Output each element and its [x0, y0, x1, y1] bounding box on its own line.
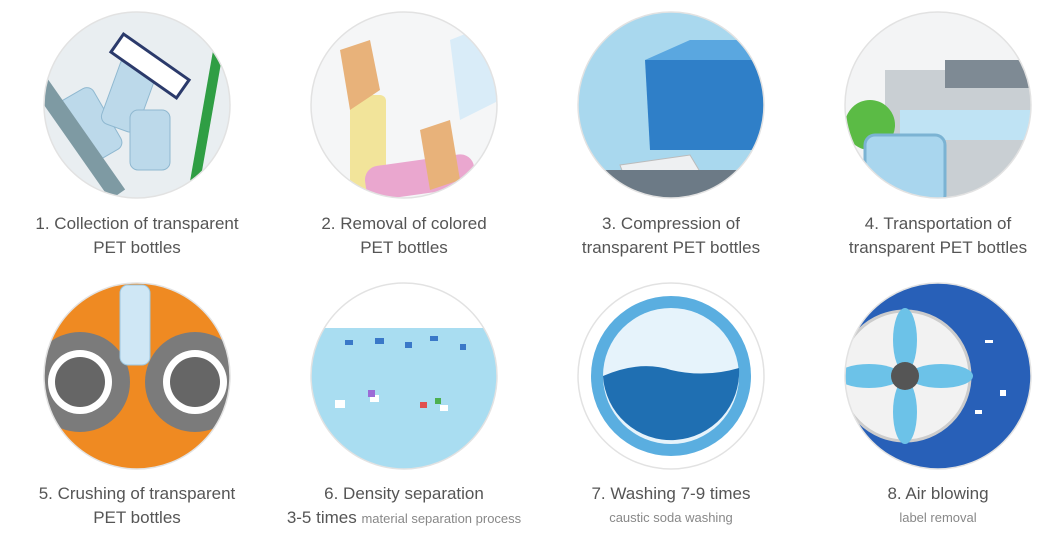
caption-text: PET bottles: [93, 238, 181, 257]
step-caption: 4. Transportation of transparent PET bott…: [813, 212, 1063, 260]
caption-text: PET bottles: [93, 508, 181, 527]
caption-note: caustic soda washing: [546, 506, 796, 530]
collection-illustration: [13, 10, 240, 210]
caption-text: 5. Crushing of transparent: [39, 484, 236, 503]
caption-text: 3. Compression of: [602, 214, 740, 233]
caption-line: 3. Compression of: [546, 212, 796, 236]
caption-line: 3-5 times material separation process: [279, 506, 529, 531]
caption-text: 8. Air blowing: [887, 484, 988, 503]
illustrations: [0, 0, 1064, 551]
step-caption: 1. Collection of transparent PET bottles: [12, 212, 262, 260]
step-caption: 5. Crushing of transparent PET bottles: [12, 482, 262, 530]
caption-text: 1. Collection of transparent: [35, 214, 238, 233]
caption-text: 2. Removal of colored: [321, 214, 486, 233]
caption-text: 3-5 times: [287, 508, 357, 527]
step-caption: 6. Density separation 3-5 times material …: [279, 482, 529, 531]
caption-note: material separation process: [361, 511, 521, 526]
caption-text: 7. Washing 7-9 times: [591, 484, 750, 503]
step-caption: 2. Removal of colored PET bottles: [279, 212, 529, 260]
caption-line: PET bottles: [12, 236, 262, 260]
caption-line: 8. Air blowing: [813, 482, 1063, 506]
caption-note: label removal: [813, 506, 1063, 530]
density-illustration: [310, 280, 510, 480]
caption-text: 6. Density separation: [324, 484, 484, 503]
caption-line: 7. Washing 7-9 times: [546, 482, 796, 506]
caption-line: 2. Removal of colored: [279, 212, 529, 236]
caption-text: transparent PET bottles: [582, 238, 760, 257]
caption-line: transparent PET bottles: [546, 236, 796, 260]
caption-text: transparent PET bottles: [849, 238, 1027, 257]
step-caption: 8. Air blowing label removal: [813, 482, 1063, 530]
compression-illustration: [575, 10, 780, 210]
step-caption: 3. Compression of transparent PET bottles: [546, 212, 796, 260]
caption-line: PET bottles: [12, 506, 262, 530]
caption-line: 1. Collection of transparent: [12, 212, 262, 236]
caption-line: 6. Density separation: [279, 482, 529, 506]
caption-line: PET bottles: [279, 236, 529, 260]
caption-line: 5. Crushing of transparent: [12, 482, 262, 506]
crushing-illustration: [30, 280, 245, 480]
caption-line: 4. Transportation of: [813, 212, 1063, 236]
caption-line: transparent PET bottles: [813, 236, 1063, 260]
page: {"steps": [ {"lines": ["1. Collection of…: [0, 0, 1064, 551]
step-caption: 7. Washing 7-9 times caustic soda washing: [546, 482, 796, 530]
caption-text: 4. Transportation of: [865, 214, 1011, 233]
washing-illustration: [578, 283, 764, 469]
caption-text: PET bottles: [360, 238, 448, 257]
air-blowing-illustration: [837, 280, 1042, 480]
removal-illustration: [305, 10, 505, 210]
